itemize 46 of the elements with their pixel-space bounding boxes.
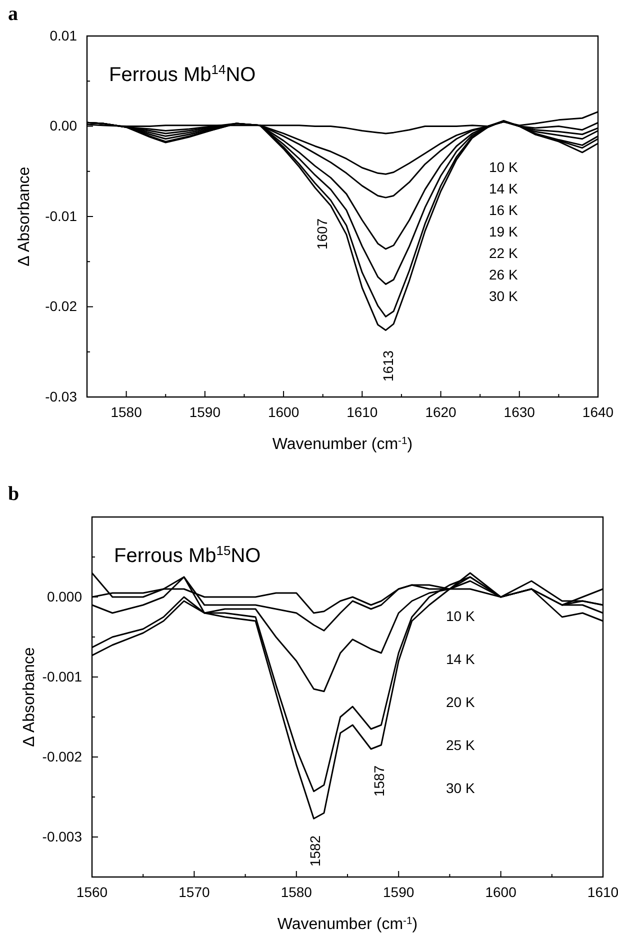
x-tick-label: 1600 [485,884,517,900]
y-tick-label: -0.01 [45,208,78,224]
x-tick-label: 1630 [504,404,536,420]
annotation: 10 K [446,608,476,624]
x-tick-label: 1580 [110,404,142,420]
annotation: 30 K [446,780,476,796]
y-tick-label: -0.001 [42,668,82,684]
annotation: 26 K [489,266,518,282]
y-tick-label: -0.002 [42,748,82,764]
x-tick-label: 1610 [346,404,378,420]
annotation: 30 K [489,288,518,304]
y-axis-title: Δ Absorbance [16,166,33,266]
annotation: 16 K [489,202,518,218]
x-axis-title: Wavenumber (cm$^{-1}$) [272,436,413,453]
text: Ferrous Mb$^{15}$NO [114,542,261,567]
y-tick-label: -0.03 [45,388,78,404]
annotation: 19 K [489,224,518,240]
x-tick-label: 1580 [280,884,312,900]
x-tick-label: 1610 [587,884,618,900]
y-tick-label: -0.02 [45,298,78,314]
y-tick-label: 0.01 [50,27,78,44]
y-tick-label: -0.003 [42,828,82,844]
annotation: 10 K [489,159,518,175]
text: b [8,483,20,505]
annotation: 14 K [489,180,518,196]
annotation: 22 K [489,245,518,261]
x-tick-label: 1640 [582,404,614,420]
y-axis-title: Δ Absorbance [21,647,38,747]
annotation: 1613 [380,350,396,382]
annotation: 1607 [314,218,330,250]
x-tick-label: 1570 [178,884,210,900]
y-tick-label: 0.00 [50,118,78,134]
annotation: 14 K [446,651,476,667]
x-tick-label: 1560 [76,884,108,900]
annotation: 1582 [307,835,323,867]
annotation: 25 K [446,737,476,753]
x-axis-title: Wavenumber (cm$^{-1}$) [277,916,418,933]
annotation: 1587 [371,765,387,797]
text: a [8,3,18,25]
x-tick-label: 1590 [383,884,414,900]
x-tick-label: 1590 [189,404,221,420]
annotation: 20 K [446,694,476,710]
x-tick-label: 1600 [268,404,300,420]
text: Ferrous Mb$^{14}$NO [109,62,256,86]
y-tick-label: 0.000 [46,588,82,604]
x-tick-label: 1620 [425,404,457,420]
